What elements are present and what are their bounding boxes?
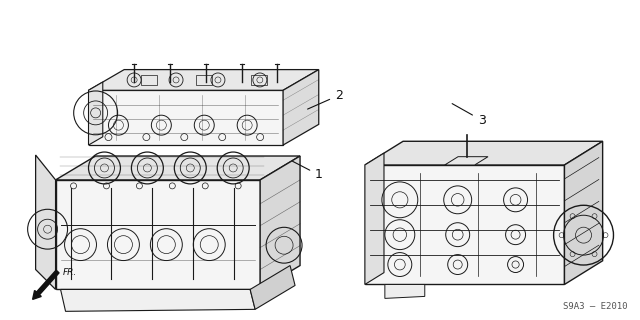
Polygon shape bbox=[365, 141, 603, 165]
Polygon shape bbox=[56, 156, 300, 180]
Polygon shape bbox=[88, 82, 103, 145]
Bar bbox=[251, 75, 267, 85]
Polygon shape bbox=[445, 157, 488, 165]
Polygon shape bbox=[283, 69, 319, 145]
Polygon shape bbox=[365, 153, 384, 284]
Polygon shape bbox=[385, 284, 425, 298]
Bar bbox=[141, 75, 157, 85]
FancyArrow shape bbox=[33, 270, 59, 300]
Polygon shape bbox=[260, 156, 300, 289]
Polygon shape bbox=[88, 90, 283, 145]
Polygon shape bbox=[365, 165, 564, 284]
Polygon shape bbox=[250, 266, 295, 309]
Text: S9A3 – E2010: S9A3 – E2010 bbox=[563, 302, 627, 311]
Polygon shape bbox=[61, 289, 255, 311]
Text: 2: 2 bbox=[308, 89, 343, 109]
Text: FR.: FR. bbox=[63, 268, 77, 277]
Polygon shape bbox=[36, 155, 56, 289]
Bar bbox=[196, 75, 212, 85]
Polygon shape bbox=[56, 180, 260, 289]
Polygon shape bbox=[564, 141, 603, 284]
Text: 3: 3 bbox=[452, 104, 486, 127]
Text: 1: 1 bbox=[292, 161, 323, 181]
Polygon shape bbox=[88, 69, 319, 90]
